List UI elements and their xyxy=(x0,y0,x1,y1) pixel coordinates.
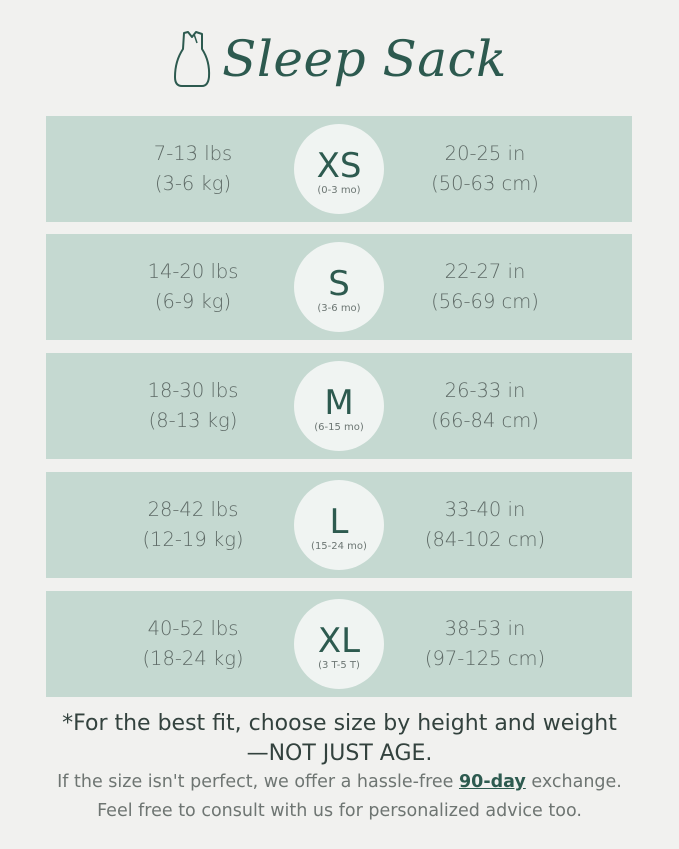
weight-kg: (8-13 kg) xyxy=(148,409,238,432)
size-badge: M (6-15 mo) xyxy=(294,361,384,451)
weight-lbs: 14-20 lbs xyxy=(147,260,239,283)
height-in: 22-27 in xyxy=(444,260,526,283)
exchange-text: If the size isn't perfect, we offer a ha… xyxy=(57,772,459,792)
size-badge: XL (3 T-5 T) xyxy=(294,599,384,689)
weight-cell: 7-13 lbs (3-6 kg) xyxy=(83,116,303,222)
size-row-s: 14-20 lbs (6-9 kg) S (3-6 mo) 22-27 in (56-… xyxy=(46,234,632,340)
fit-note-line1: *For the best fit, choose size by height… xyxy=(62,711,617,736)
age-range: (6-15 mo) xyxy=(314,421,364,433)
weight-lbs: 18-30 lbs xyxy=(147,379,239,402)
size-row-m: 18-30 lbs (8-13 kg) M (6-15 mo) 26-33 in (6… xyxy=(46,353,632,459)
height-cm: (50-63 cm) xyxy=(431,172,539,195)
title: Sleep Sack xyxy=(222,30,507,88)
weight-cell: 18-30 lbs (8-13 kg) xyxy=(83,353,303,459)
weight-kg: (3-6 kg) xyxy=(154,172,232,195)
weight-cell: 14-20 lbs (6-9 kg) xyxy=(83,234,303,340)
weight-kg: (6-9 kg) xyxy=(154,290,232,313)
size-label: XS xyxy=(316,145,362,186)
height-cell: 38-53 in (97-125 cm) xyxy=(375,591,595,697)
height-cm: (56-69 cm) xyxy=(431,290,539,313)
fit-note-line2: —NOT JUST AGE. xyxy=(246,741,433,766)
fit-note: *For the best fit, choose size by height… xyxy=(0,709,679,769)
height-cell: 33-40 in (84-102 cm) xyxy=(375,472,595,578)
size-label: L xyxy=(329,501,349,542)
height-cell: 20-25 in (50-63 cm) xyxy=(375,116,595,222)
height-cell: 22-27 in (56-69 cm) xyxy=(375,234,595,340)
height-cm: (97-125 cm) xyxy=(424,647,546,670)
size-row-xs: 7-13 lbs (3-6 kg) XS (0-3 mo) 20-25 in (50-… xyxy=(46,116,632,222)
size-row-l: 28-42 lbs (12-19 kg) L (15-24 mo) 33-40 in… xyxy=(46,472,632,578)
size-label: S xyxy=(328,263,350,304)
size-badge: S (3-6 mo) xyxy=(294,242,384,332)
age-range: (0-3 mo) xyxy=(317,184,361,196)
weight-kg: (18-24 kg) xyxy=(142,647,244,670)
exchange-link[interactable]: 90-day xyxy=(458,772,526,792)
size-badge: L (15-24 mo) xyxy=(294,480,384,570)
advice-text: Feel free to consult with us for persona… xyxy=(97,801,582,821)
weight-cell: 28-42 lbs (12-19 kg) xyxy=(83,472,303,578)
age-range: (3-6 mo) xyxy=(317,302,361,314)
age-range: (15-24 mo) xyxy=(311,540,367,552)
weight-lbs: 28-42 lbs xyxy=(147,498,239,521)
sleep-sack-icon xyxy=(174,31,211,87)
header: Sleep Sack xyxy=(0,24,679,94)
weight-lbs: 40-52 lbs xyxy=(147,617,239,640)
height-cm: (66-84 cm) xyxy=(431,409,539,432)
size-row-xl: 40-52 lbs (18-24 kg) XL (3 T-5 T) 38-53 in… xyxy=(46,591,632,697)
size-label: XL xyxy=(317,620,361,661)
size-badge: XS (0-3 mo) xyxy=(294,124,384,214)
weight-kg: (12-19 kg) xyxy=(142,528,244,551)
exchange-note: If the size isn't perfect, we offer a ha… xyxy=(0,768,679,826)
height-in: 38-53 in xyxy=(444,617,526,640)
size-label: M xyxy=(324,382,354,423)
height-in: 26-33 in xyxy=(444,379,526,402)
weight-lbs: 7-13 lbs xyxy=(153,142,233,165)
age-range: (3 T-5 T) xyxy=(318,659,360,671)
weight-cell: 40-52 lbs (18-24 kg) xyxy=(83,591,303,697)
height-in: 20-25 in xyxy=(444,142,526,165)
height-in: 33-40 in xyxy=(444,498,526,521)
height-cm: (84-102 cm) xyxy=(424,528,546,551)
exchange-text-end: exchange. xyxy=(525,772,622,792)
height-cell: 26-33 in (66-84 cm) xyxy=(375,353,595,459)
